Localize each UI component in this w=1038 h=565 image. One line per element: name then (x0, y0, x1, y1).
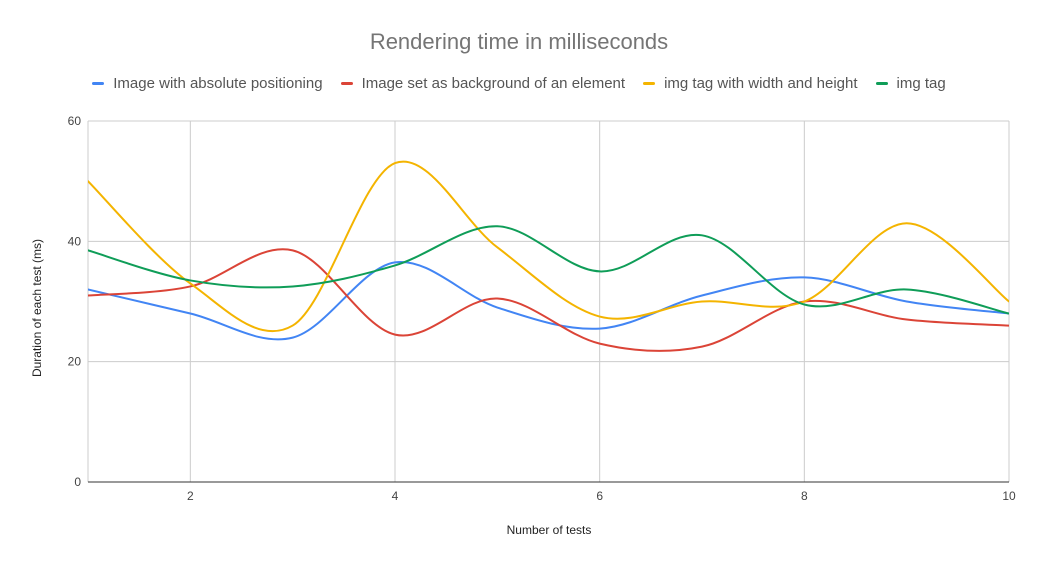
series-line-2 (88, 248, 1009, 352)
legend-swatch-series-2 (340, 82, 353, 85)
y-axis-title: Duration of each test (ms) (30, 239, 44, 377)
series-line-3 (88, 160, 1009, 333)
legend-swatch-series-1 (92, 82, 105, 85)
x-tick-label: 4 (392, 489, 399, 503)
axis-layer: 0 20 40 60 2 4 6 8 10 (68, 114, 1016, 503)
legend-item-series-1[interactable]: Image with absolute positioning (92, 75, 323, 92)
x-tick-label: 8 (801, 489, 808, 503)
legend-item-series-3[interactable]: img tag with width and height (643, 75, 858, 92)
x-tick-label: 6 (596, 489, 603, 503)
chart-title: Rendering time in milliseconds (369, 29, 669, 54)
grid-layer (87, 120, 1010, 482)
legend: Image with absolute positioning Image se… (0, 75, 1038, 92)
series-layer (88, 160, 1009, 352)
x-tick-label: 2 (187, 489, 194, 503)
legend-swatch-series-3 (643, 82, 656, 85)
y-tick-label: 20 (68, 355, 82, 369)
legend-label-series-2: Image set as background of an element (361, 75, 626, 92)
series-line-4 (88, 225, 1009, 315)
x-axis-title: Number of tests (507, 523, 592, 537)
legend-label-series-1: Image with absolute positioning (113, 75, 323, 92)
y-tick-label: 40 (68, 234, 82, 248)
legend-item-series-2[interactable]: Image set as background of an element (340, 75, 626, 92)
y-tick-label: 60 (68, 114, 82, 128)
x-tick-label: 10 (1002, 489, 1016, 503)
series-line-1 (88, 261, 1009, 341)
y-tick-label: 0 (74, 475, 81, 489)
legend-swatch-series-4 (875, 82, 888, 85)
legend-label-series-4: img tag (896, 75, 946, 92)
legend-label-series-3: img tag with width and height (664, 75, 858, 92)
legend-item-series-4[interactable]: img tag (875, 75, 946, 92)
